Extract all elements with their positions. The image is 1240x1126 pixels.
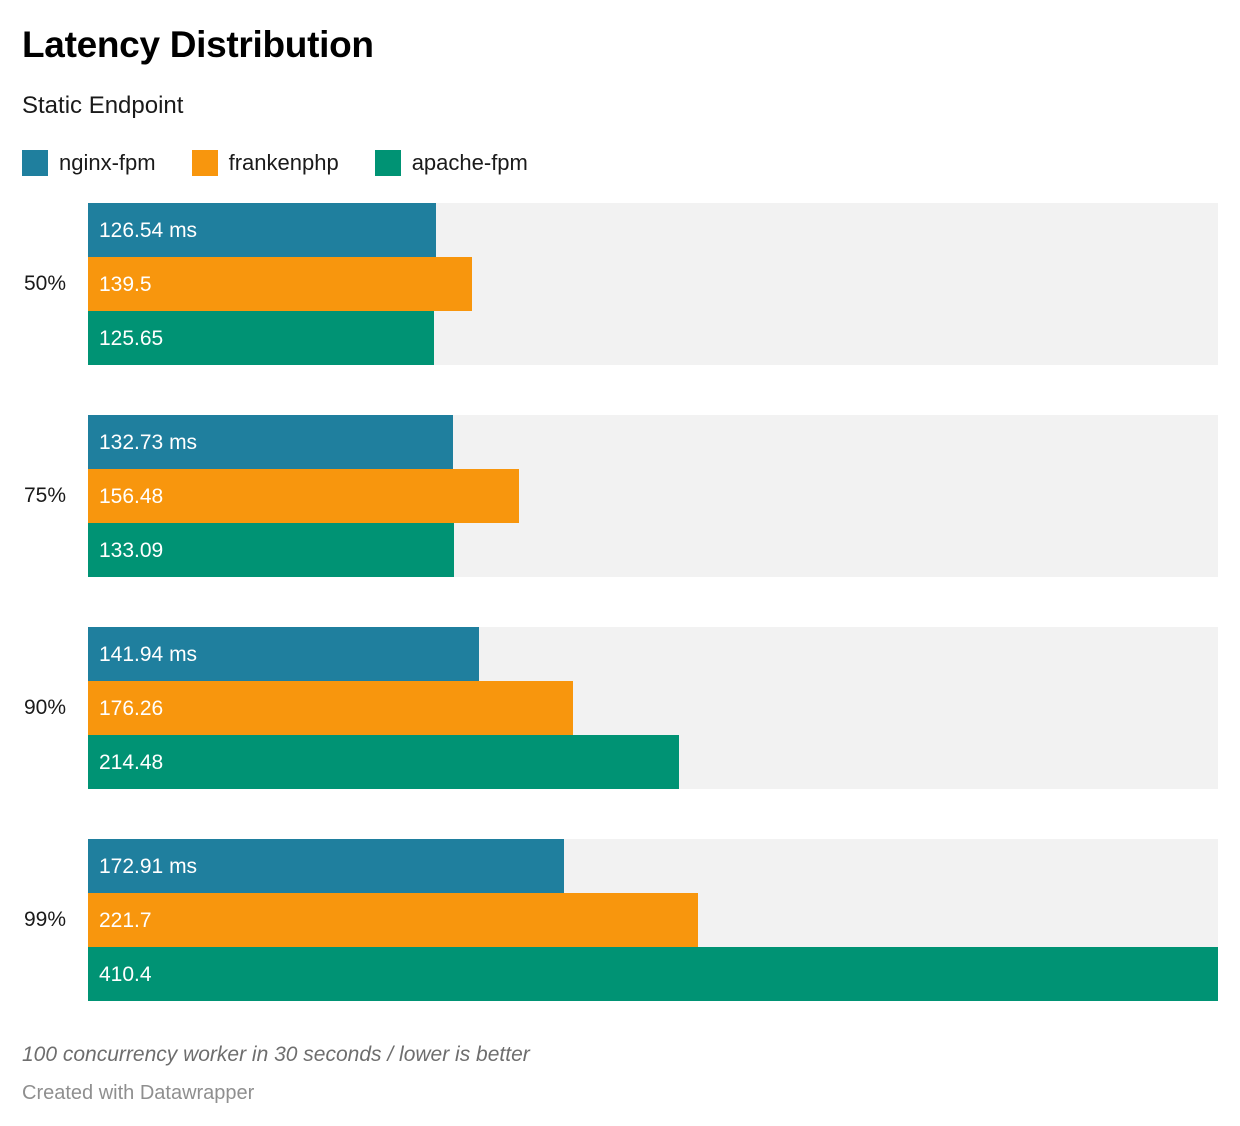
bar-chart: 50% 126.54 ms 139.5 125.65 75% 132.73 ms 156.4… <box>22 203 1218 1001</box>
legend-item-frankenphp: frankenphp <box>191 150 339 176</box>
bar-value-label: 133.09 <box>99 538 164 562</box>
legend-swatch-icon <box>374 150 401 176</box>
category-label: 75% <box>23 484 66 507</box>
chart-subtitle: Static Endpoint <box>22 92 184 119</box>
bar-value-label: 141.94 ms <box>99 642 198 666</box>
legend-swatch-icon <box>22 150 48 176</box>
category-label: 99% <box>23 908 66 931</box>
footer-note: 100 concurrency worker in 30 seconds / l… <box>22 1043 530 1066</box>
bar-frankenphp-90%: 176.26 <box>88 681 574 735</box>
bar-track: 172.91 ms 221.7 410.4 <box>88 839 1218 1001</box>
bar-value-label: 139.5 <box>99 272 152 296</box>
category-label: 90% <box>23 696 66 719</box>
legend: nginx-fpm frankenphp apache-fpm <box>22 150 1218 176</box>
bar-value-label: 410.4 <box>99 962 152 986</box>
bar-group-75%: 75% 132.73 ms 156.48 133.09 <box>22 415 1218 577</box>
bar-track: 132.73 ms 156.48 133.09 <box>88 415 1218 577</box>
page-title: Latency Distribution <box>22 24 374 65</box>
bar-value-label: 176.26 <box>99 696 164 720</box>
legend-item-apache-fpm: apache-fpm <box>374 150 528 176</box>
bar-apache-fpm-90%: 214.48 <box>88 735 679 789</box>
bar-frankenphp-99%: 221.7 <box>88 893 699 947</box>
bar-value-label: 156.48 <box>99 484 164 508</box>
category-label: 50% <box>23 272 66 295</box>
legend-label: nginx-fpm <box>59 150 156 175</box>
bar-nginx-fpm-50%: 126.54 ms <box>88 203 437 257</box>
bar-nginx-fpm-75%: 132.73 ms <box>88 415 454 469</box>
bar-value-label: 172.91 ms <box>99 854 198 878</box>
bar-apache-fpm-75%: 133.09 <box>88 523 455 577</box>
bar-apache-fpm-50%: 125.65 <box>88 311 434 365</box>
bar-nginx-fpm-90%: 141.94 ms <box>88 627 479 681</box>
bar-value-label: 214.48 <box>99 750 164 774</box>
bar-frankenphp-75%: 156.48 <box>88 469 519 523</box>
legend-item-nginx-fpm: nginx-fpm <box>22 150 156 176</box>
bar-value-label: 126.54 ms <box>99 218 198 242</box>
bar-apache-fpm-99%: 410.4 <box>88 947 1218 1001</box>
bar-group-50%: 50% 126.54 ms 139.5 125.65 <box>22 203 1218 365</box>
bar-frankenphp-50%: 139.5 <box>88 257 473 311</box>
datawrapper-credit: Created with Datawrapper <box>22 1082 255 1104</box>
bar-value-label: 125.65 <box>99 326 164 350</box>
legend-label: apache-fpm <box>411 150 528 175</box>
bar-track: 141.94 ms 176.26 214.48 <box>88 627 1218 789</box>
bar-group-99%: 99% 172.91 ms 221.7 410.4 <box>22 839 1218 1001</box>
bar-value-label: 132.73 ms <box>99 430 198 454</box>
bar-nginx-fpm-99%: 172.91 ms <box>88 839 565 893</box>
legend-label: frankenphp <box>228 150 339 175</box>
bar-group-90%: 90% 141.94 ms 176.26 214.48 <box>22 627 1218 789</box>
bar-value-label: 221.7 <box>99 908 152 932</box>
legend-swatch-icon <box>191 150 218 176</box>
bar-track: 126.54 ms 139.5 125.65 <box>88 203 1218 365</box>
